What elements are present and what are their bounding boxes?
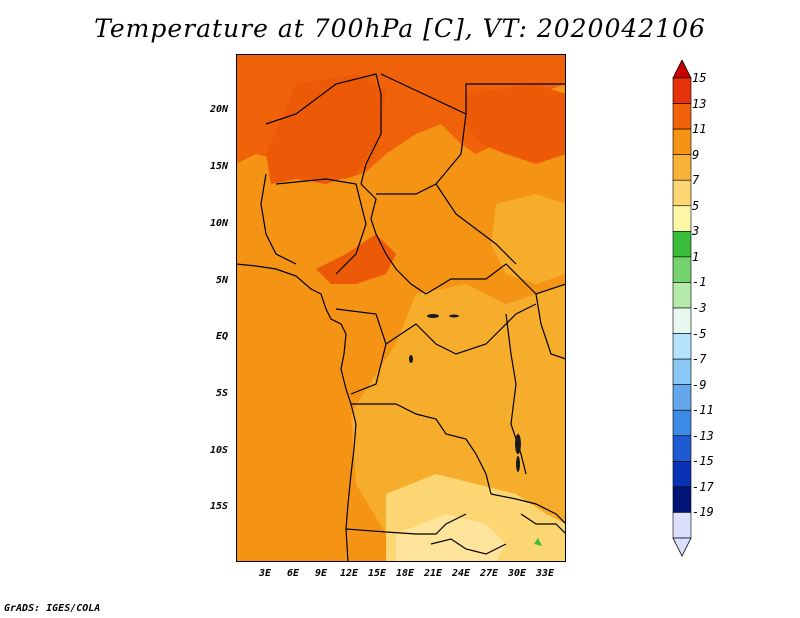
colorbar-band	[672, 128, 692, 155]
colorbar-band	[672, 384, 692, 411]
colorbar-bottom-triangle	[672, 537, 692, 557]
colorbar-band	[672, 256, 692, 283]
border-north-3	[465, 83, 566, 114]
colorbar-band	[672, 231, 692, 258]
colorbar-label: -7	[692, 352, 707, 367]
border-central-2	[425, 263, 566, 295]
colorbar-band	[672, 103, 692, 130]
colorbar-band	[672, 179, 692, 207]
colorbar-band	[672, 77, 692, 104]
lon-label-9e: 9E	[314, 568, 328, 579]
lon-label-27e: 27E	[479, 568, 499, 579]
border-central-1	[360, 183, 427, 295]
border-south-1	[430, 538, 507, 555]
border-congo-2	[385, 303, 537, 355]
colorbar-band	[672, 307, 692, 334]
colorbar-label: -1	[692, 275, 707, 290]
colorbar-band	[672, 358, 692, 385]
colorbar-label: -19	[692, 505, 714, 520]
colorbar-label: 5	[692, 198, 700, 213]
lon-label-33e: 33E	[535, 568, 555, 579]
colorbar-band	[672, 486, 692, 513]
colorbar-band	[672, 282, 692, 309]
colorbar-band	[672, 333, 692, 360]
border-east-2	[535, 293, 566, 360]
colorbar-label: -5	[692, 326, 707, 341]
colorbar-top-triangle	[672, 60, 692, 79]
border-angola	[351, 403, 492, 495]
lon-label-15e: 15E	[367, 568, 387, 579]
colorbar-band	[672, 512, 692, 539]
field-7-9-central	[491, 194, 566, 284]
lon-label-18e: 18E	[395, 568, 415, 579]
lat-label-eq: EQ	[215, 331, 228, 342]
lon-label-24e: 24E	[451, 568, 471, 579]
lat-label-5s: 5S	[215, 388, 228, 399]
colorbar-band	[672, 205, 692, 232]
lat-label-15n: 15N	[209, 161, 228, 172]
temperature-map	[236, 54, 566, 562]
lat-label-10s: 10S	[209, 445, 228, 456]
cold-spot	[534, 538, 542, 546]
border-west	[260, 173, 297, 265]
colorbar-label: -9	[692, 377, 707, 392]
border-angola-south	[345, 513, 467, 535]
lake-2	[449, 314, 459, 318]
field-3-5-south	[396, 514, 506, 562]
lake-5	[516, 456, 520, 472]
field-11-13-niger	[266, 74, 386, 184]
colorbar-band	[672, 154, 692, 181]
colorbar-band	[672, 435, 692, 462]
colorbar-label: 7	[692, 173, 700, 188]
field-11-13-east	[466, 84, 566, 164]
map-frame	[236, 54, 566, 562]
border-east-lakes	[505, 313, 527, 475]
lake-1	[427, 314, 439, 318]
colorbar-label: -3	[692, 301, 707, 315]
border-north-2	[376, 73, 467, 195]
border-nigeria	[275, 178, 367, 275]
border-zambia	[490, 493, 566, 525]
colorbar-label: 15	[692, 71, 707, 85]
lon-label-21e: 21E	[423, 568, 443, 579]
colorbar-label: 1	[692, 249, 700, 264]
colorbar-label: 11	[692, 122, 707, 137]
lon-label-3e: 3E	[258, 568, 272, 579]
colorbar-band	[672, 409, 692, 437]
border-central-3	[435, 183, 517, 265]
colorbar-label: -11	[692, 403, 714, 418]
colorbar-label: 3	[692, 224, 700, 239]
lat-label-15s: 15S	[209, 501, 228, 512]
map-title: Temperature at 700hPa [C], VT: 202004210…	[94, 14, 706, 43]
colorbar	[672, 60, 692, 557]
lake-3	[409, 355, 413, 363]
colorbar-label: 9	[692, 147, 700, 162]
border-north-1	[265, 73, 382, 185]
lat-label-20n: 20N	[209, 104, 228, 115]
field-11-13-cameroon	[316, 234, 396, 284]
border-south-2	[520, 513, 566, 535]
lon-label-12e: 12E	[339, 568, 359, 579]
coastline	[236, 263, 357, 562]
lake-4	[515, 434, 521, 454]
colorbar-band	[672, 461, 692, 488]
lon-label-6e: 6E	[286, 568, 300, 579]
colorbar-label: 13	[692, 96, 707, 111]
colorbar-label: -15	[692, 454, 714, 469]
lat-label-5n: 5N	[215, 275, 228, 286]
colorbar-label: -13	[692, 428, 714, 443]
grads-credit: GrADS: IGES/COLA	[4, 603, 101, 614]
colorbar-label: -17	[692, 479, 714, 494]
lon-label-30e: 30E	[507, 568, 527, 579]
lat-label-10n: 10N	[209, 218, 228, 229]
